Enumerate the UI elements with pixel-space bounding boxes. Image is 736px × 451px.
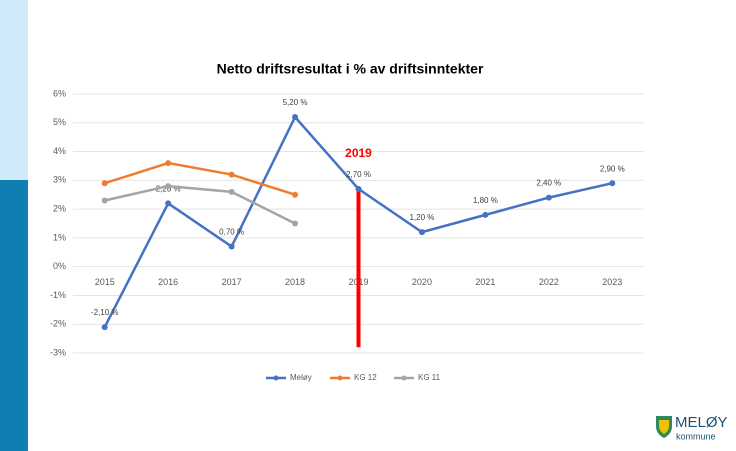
point [228,171,235,178]
y-tick-label: 3% [53,175,66,185]
data-label: 1,80 % [473,196,498,205]
point [418,229,425,236]
data-label: 0,70 % [219,228,244,237]
point [292,114,299,121]
y-tick-label: 1% [53,232,66,242]
chart-title: Netto driftsresultat i % av driftsinntek… [217,61,484,77]
point [165,183,172,190]
y-tick-label: 5% [53,117,66,127]
data-label: -2,10 % [91,308,119,317]
point [165,200,172,207]
y-tick-label: -1% [50,290,66,300]
logo-sub: kommune [676,431,716,441]
x-tick-label: 2022 [539,277,559,287]
series-line [104,184,296,225]
x-tick-label: 2021 [475,277,495,287]
point [292,191,299,198]
x-tick-label: 2016 [158,277,178,287]
x-tick-label: 2015 [95,277,115,287]
data-label: 2,90 % [600,164,625,173]
y-tick-label: 0% [53,261,66,271]
point [545,194,552,201]
logo-inner [659,420,669,434]
point [101,324,108,331]
point [609,180,616,187]
legend-label: Meløy [290,373,312,382]
y-tick-label: 2% [53,203,66,213]
legend-dot [337,375,343,381]
logo-name: MELØY [675,414,728,431]
data-label: 5,20 % [283,98,308,107]
y-tick-label: -3% [50,347,66,357]
y-tick-label: -2% [50,319,66,329]
side-bar-top [0,0,28,180]
point [101,180,108,187]
logo: MELØY kommune [656,414,728,441]
legend-dot [273,375,279,381]
x-tick-label: 2020 [412,277,432,287]
data-label: 1,20 % [409,213,434,222]
annotation-label: 2019 [345,146,372,160]
x-tick-label: 2018 [285,277,305,287]
legend-dot [401,375,407,381]
point [482,211,489,218]
x-tick-label: 2017 [222,277,242,287]
side-bar-bottom [0,180,28,451]
x-tick-label: 2023 [602,277,622,287]
point [292,220,299,227]
legend-label: KG 12 [354,373,377,382]
annotation-bar [356,188,361,348]
data-label: 2,40 % [536,179,561,188]
point [228,188,235,195]
y-tick-label: 6% [53,88,66,98]
point [101,197,108,204]
series-line [104,161,296,196]
data-label: 2,70 % [346,170,371,179]
point [355,185,362,192]
point [228,243,235,250]
point [165,160,172,167]
y-tick-label: 4% [53,146,66,156]
legend-label: KG 11 [418,373,441,382]
